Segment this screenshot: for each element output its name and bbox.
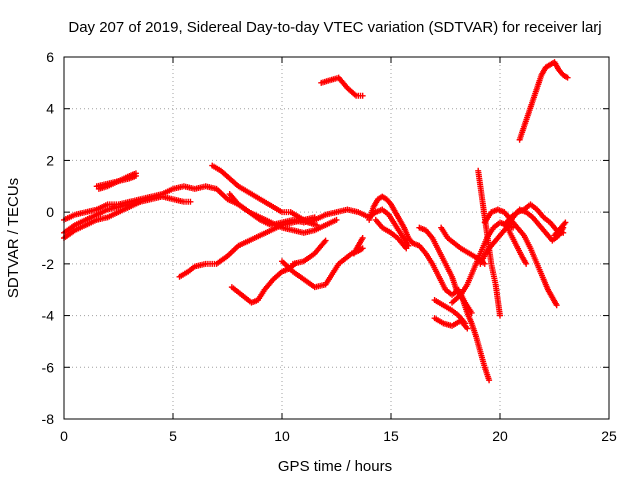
y-tick-label: -4 <box>42 308 55 324</box>
data-point <box>187 198 194 205</box>
data-point <box>464 325 471 332</box>
chart-title: Day 207 of 2019, Sidereal Day-to-day VTE… <box>68 19 601 36</box>
data-point <box>523 260 530 267</box>
x-tick-label: 15 <box>383 428 399 444</box>
x-tick-label: 20 <box>492 428 508 444</box>
y-tick-label: -8 <box>42 411 55 427</box>
series-arc-7 <box>209 162 320 229</box>
data-point <box>321 238 328 245</box>
data-point <box>553 302 560 309</box>
y-tick-label: -6 <box>42 359 55 375</box>
series-arc-3 <box>61 198 144 236</box>
x-tick-label: 10 <box>274 428 290 444</box>
y-axis-title: SDTVAR / TECUs <box>5 178 22 298</box>
y-tick-label: 4 <box>46 101 54 117</box>
series-arc-8 <box>226 191 340 236</box>
data-point <box>359 245 366 252</box>
data-point <box>311 214 318 221</box>
series-arc-11 <box>289 237 329 267</box>
series-arc-9 <box>228 260 299 306</box>
plot-frame <box>63 56 610 420</box>
data-point <box>322 237 329 244</box>
data-point <box>562 219 569 226</box>
data-point <box>560 229 567 236</box>
x-tick-label: 25 <box>601 428 617 444</box>
series-arc-6 <box>176 214 318 280</box>
data-point <box>561 220 568 227</box>
series-arc-19 <box>431 315 471 332</box>
data-point <box>359 235 366 241</box>
series-arc-24 <box>481 206 560 309</box>
data-point <box>486 377 493 384</box>
data-point <box>137 198 144 205</box>
series-arc-28 <box>551 219 569 239</box>
data-point <box>333 216 340 223</box>
series-arc-16 <box>372 216 410 252</box>
series-arc-27 <box>516 59 571 143</box>
series-arc-17 <box>416 224 493 384</box>
data-point <box>564 74 571 81</box>
y-tick-label: 0 <box>46 204 54 220</box>
axis-ticks: 0 5 10 15 20 25 -8 -6 -4 -2 0 2 4 6 <box>42 49 617 444</box>
data-point <box>132 170 139 177</box>
x-tick-label: 5 <box>169 428 177 444</box>
data-points <box>61 59 571 384</box>
x-tick-label: 0 <box>60 428 68 444</box>
series-arc-13 <box>318 74 366 99</box>
data-point <box>497 312 503 319</box>
series-arc-5 <box>93 170 139 190</box>
y-tick-label: 2 <box>46 152 54 168</box>
x-axis-title: GPS time / hours <box>278 458 392 475</box>
y-tick-label: 6 <box>46 49 54 65</box>
series-arc-26 <box>505 227 530 267</box>
data-point <box>359 92 366 99</box>
series-arc-12 <box>350 235 366 257</box>
series-arc-21 <box>449 219 517 306</box>
series-arc-15 <box>366 206 412 249</box>
data-point <box>403 245 410 252</box>
y-tick-label: -2 <box>42 256 55 272</box>
